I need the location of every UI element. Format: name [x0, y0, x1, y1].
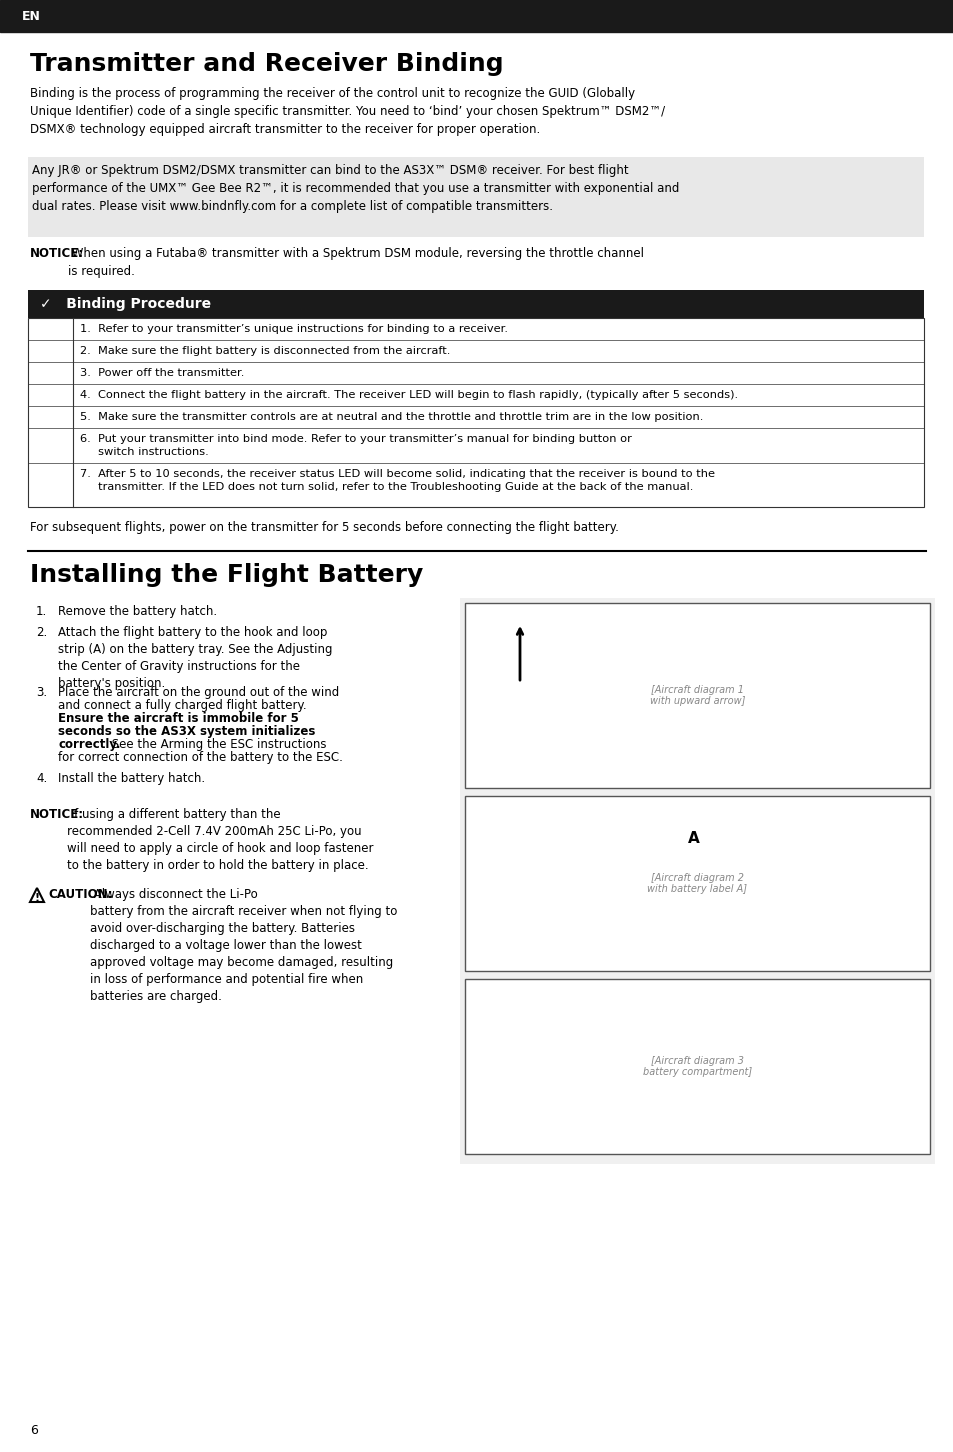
Text: 5.  Make sure the transmitter controls are at neutral and the throttle and throt: 5. Make sure the transmitter controls ar…	[80, 412, 702, 423]
Bar	[459, 598, 934, 1165]
Text: Binding is the process of programming the receiver of the control unit to recogn: Binding is the process of programming th…	[30, 87, 664, 136]
Bar	[28, 157, 923, 237]
Text: 6: 6	[30, 1424, 38, 1437]
Text: 4.: 4.	[36, 772, 48, 786]
Text: seconds so the AS3X system initializes: seconds so the AS3X system initializes	[58, 725, 315, 738]
Text: Attach the flight battery to the hook and loop
strip (A) on the battery tray. Se: Attach the flight battery to the hook an…	[58, 626, 333, 690]
Bar	[28, 318, 923, 507]
Bar	[28, 290, 923, 318]
Text: Install the battery hatch.: Install the battery hatch.	[58, 772, 205, 786]
Text: for correct connection of the battery to the ESC.: for correct connection of the battery to…	[58, 751, 342, 764]
Text: 3.: 3.	[36, 685, 47, 698]
Text: Installing the Flight Battery: Installing the Flight Battery	[30, 563, 423, 587]
Text: 2.  Make sure the flight battery is disconnected from the aircraft.: 2. Make sure the flight battery is disco…	[80, 346, 450, 356]
Text: When using a Futaba® transmitter with a Spektrum DSM module, reversing the throt: When using a Futaba® transmitter with a …	[69, 247, 644, 277]
Text: 1.: 1.	[36, 605, 48, 619]
Text: 7.  After 5 to 10 seconds, the receiver status LED will become solid, indicating: 7. After 5 to 10 seconds, the receiver s…	[80, 469, 714, 492]
Bar	[464, 979, 929, 1154]
Text: 1.  Refer to your transmitter’s unique instructions for binding to a receiver.: 1. Refer to your transmitter’s unique in…	[80, 324, 507, 334]
Bar	[464, 796, 929, 971]
Text: Remove the battery hatch.: Remove the battery hatch.	[58, 605, 217, 619]
Bar	[464, 603, 929, 788]
Text: Place the aircraft on the ground out of the wind: Place the aircraft on the ground out of …	[58, 685, 339, 698]
Text: 4.  Connect the flight battery in the aircraft. The receiver LED will begin to f: 4. Connect the flight battery in the air…	[80, 391, 738, 399]
Text: NOTICE:: NOTICE:	[30, 247, 84, 260]
Text: See the Arming the ESC instructions: See the Arming the ESC instructions	[108, 738, 326, 751]
Text: [Aircraft diagram 1
with upward arrow]: [Aircraft diagram 1 with upward arrow]	[649, 685, 744, 706]
Text: CAUTION:: CAUTION:	[48, 889, 112, 902]
Text: A: A	[687, 831, 700, 847]
Text: If using a different battery than the
recommended 2-Cell 7.4V 200mAh 25C Li-Po, : If using a different battery than the re…	[67, 807, 374, 873]
Text: correctly.: correctly.	[58, 738, 120, 751]
Bar	[0, 0, 953, 32]
Text: Any JR® or Spektrum DSM2/DSMX transmitter can bind to the AS3X™ DSM® receiver. F: Any JR® or Spektrum DSM2/DSMX transmitte…	[32, 164, 679, 213]
Text: Ensure the aircraft is immobile for 5: Ensure the aircraft is immobile for 5	[58, 711, 298, 725]
Text: !: !	[34, 893, 39, 903]
Text: EN: EN	[22, 10, 41, 22]
Text: 3.  Power off the transmitter.: 3. Power off the transmitter.	[80, 367, 244, 378]
Text: NOTICE:: NOTICE:	[30, 807, 84, 820]
Text: [Aircraft diagram 2
with battery label A]: [Aircraft diagram 2 with battery label A…	[647, 873, 747, 894]
Text: ✓   Binding Procedure: ✓ Binding Procedure	[40, 298, 211, 311]
Text: Always disconnect the Li-Po
battery from the aircraft receiver when not flying t: Always disconnect the Li-Po battery from…	[91, 889, 397, 1003]
Text: [Aircraft diagram 3
battery compartment]: [Aircraft diagram 3 battery compartment]	[642, 1056, 751, 1077]
Text: 2.: 2.	[36, 626, 48, 639]
Text: Transmitter and Receiver Binding: Transmitter and Receiver Binding	[30, 52, 503, 76]
Text: For subsequent flights, power on the transmitter for 5 seconds before connecting: For subsequent flights, power on the tra…	[30, 521, 618, 534]
Text: 6.  Put your transmitter into bind mode. Refer to your transmitter’s manual for : 6. Put your transmitter into bind mode. …	[80, 434, 631, 457]
Text: and connect a fully charged flight battery.: and connect a fully charged flight batte…	[58, 698, 306, 711]
